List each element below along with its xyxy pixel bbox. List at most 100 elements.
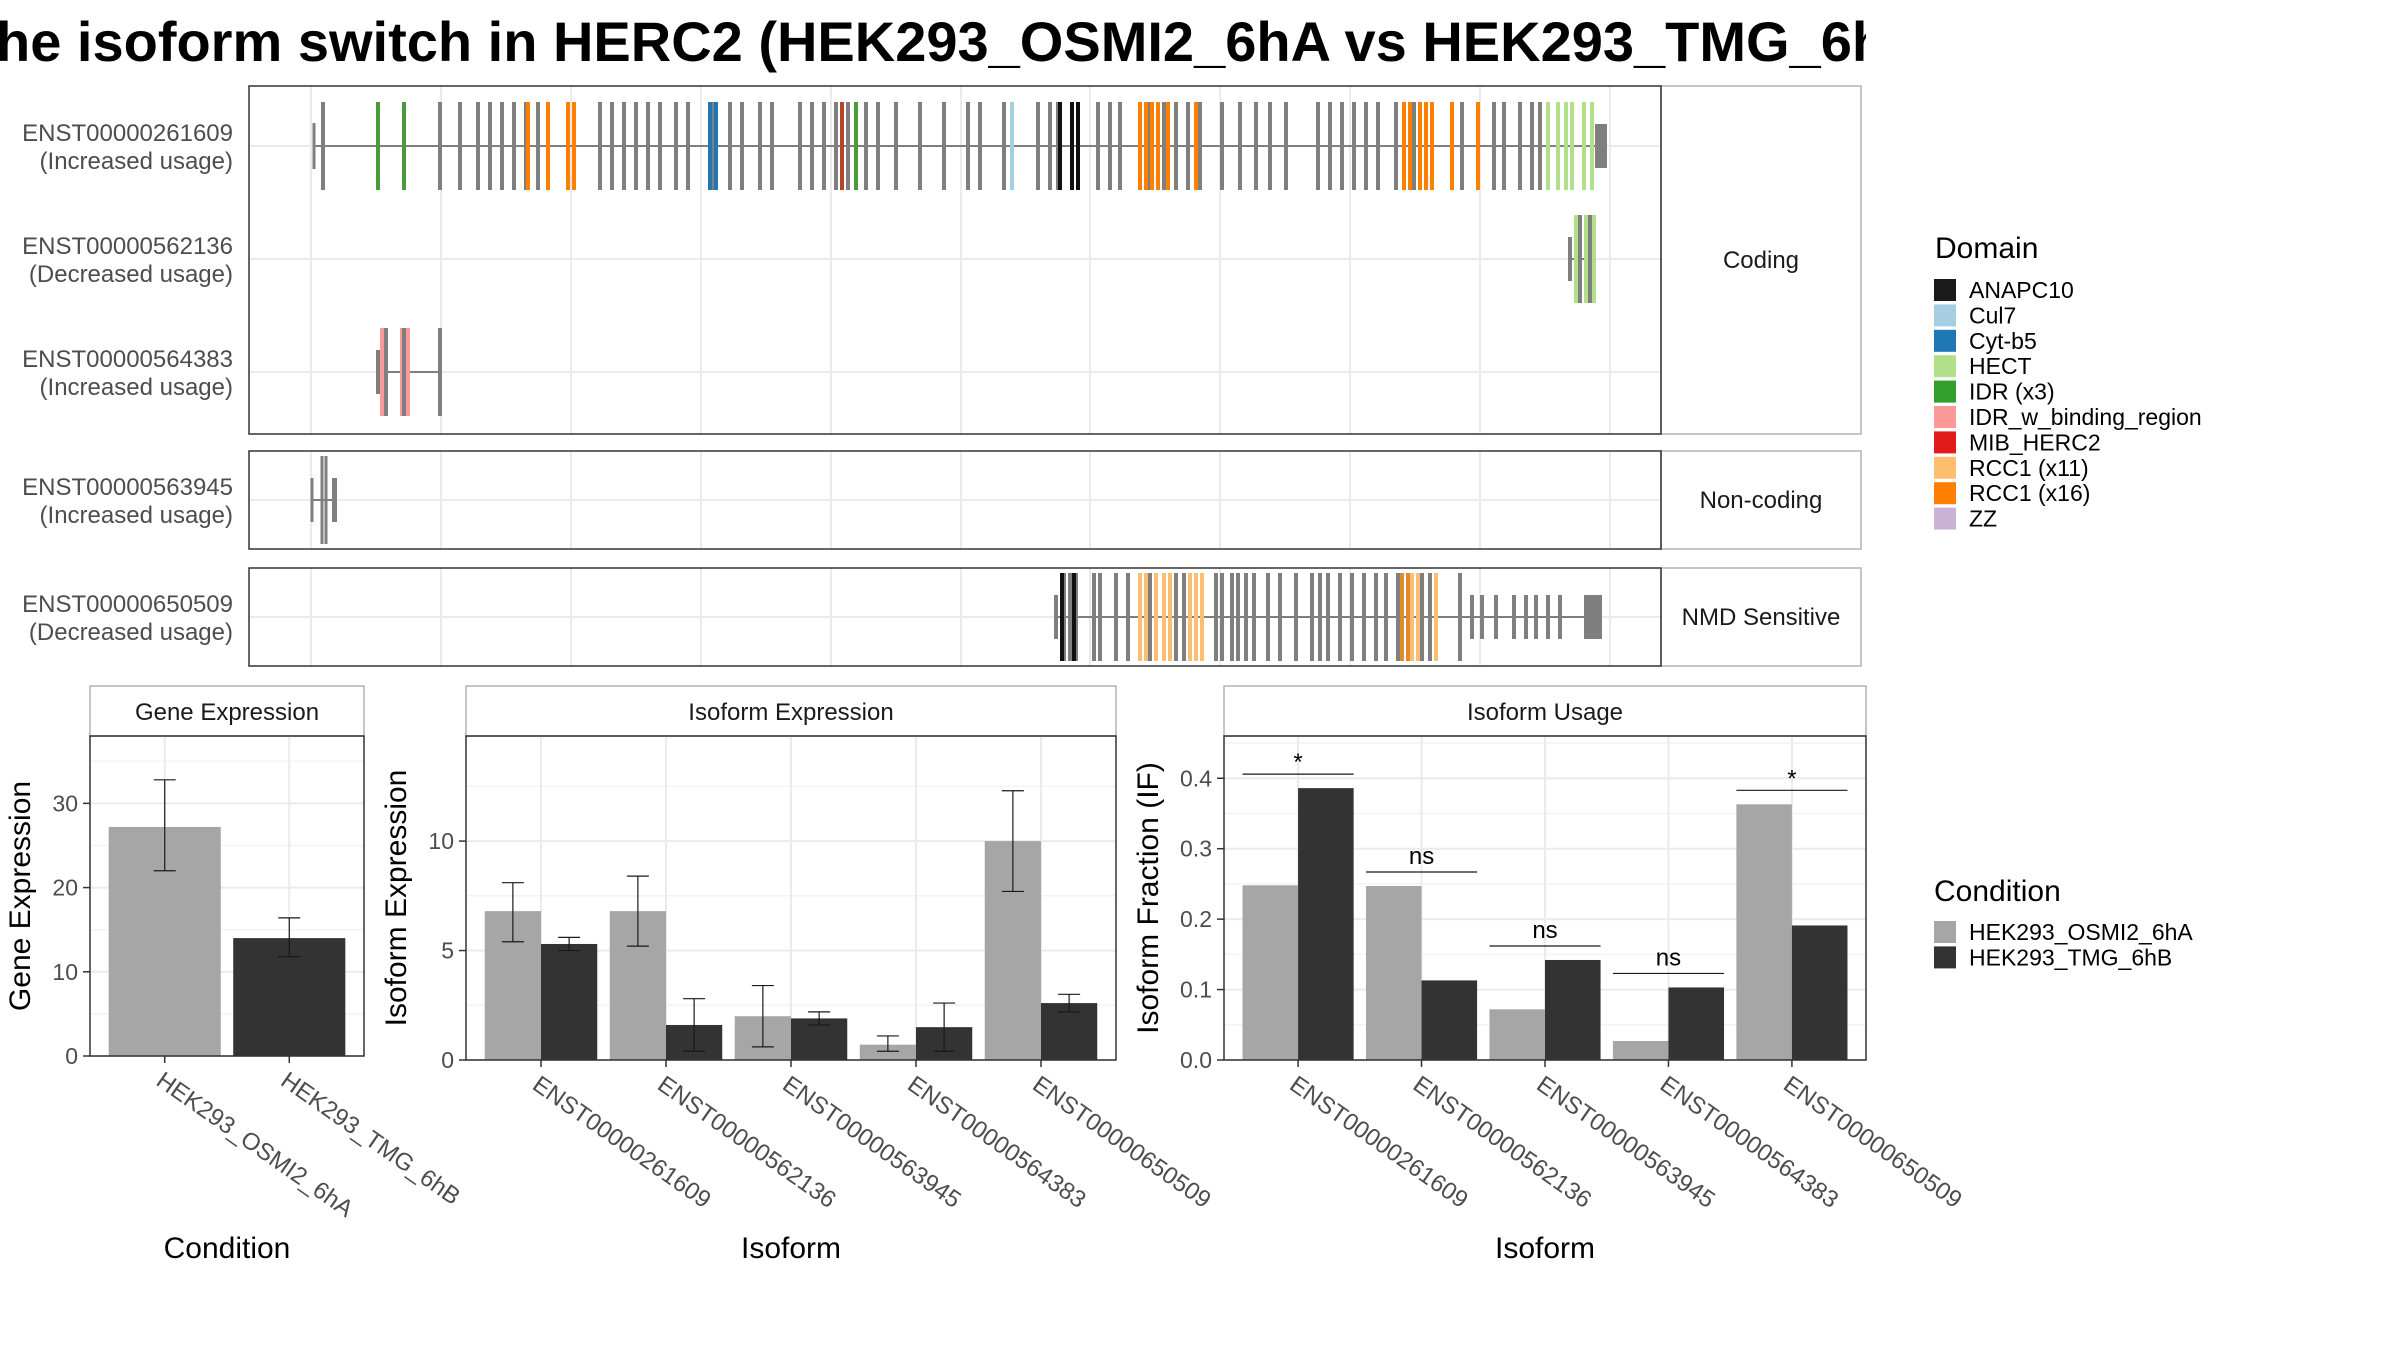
exon-mark	[1374, 573, 1378, 661]
exon-mark	[1048, 102, 1052, 190]
exon-mark	[1268, 102, 1272, 190]
exon-mark	[376, 350, 380, 394]
domain-legend-label: ANAPC10	[1969, 277, 2074, 303]
exon-mark	[402, 328, 406, 416]
structure-panel-border	[248, 567, 1662, 667]
data-bar	[1242, 885, 1299, 1060]
exon-mark	[1376, 102, 1380, 190]
data-bar	[1489, 1009, 1545, 1060]
exon-mark	[598, 102, 602, 190]
domain-legend-swatch	[1934, 482, 1956, 505]
data-bar	[859, 1044, 916, 1060]
exon-mark	[1396, 573, 1400, 661]
exon-mark	[1166, 102, 1170, 190]
exon-mark	[622, 102, 626, 190]
exon-mark	[1340, 102, 1344, 190]
data-bar	[1791, 925, 1848, 1060]
structure-panel-border	[248, 450, 1662, 550]
panel-strip-label: Non-coding	[1700, 487, 1823, 514]
exon-mark	[1400, 573, 1404, 661]
significance-label: ns	[1656, 944, 1681, 971]
facet-strip-label: Isoform Usage	[1467, 699, 1623, 726]
exon-mark	[406, 328, 410, 416]
exon-mark	[1410, 573, 1414, 661]
exon-mark	[918, 102, 922, 190]
panel-strip	[1660, 450, 1862, 550]
exon-mark	[1394, 102, 1398, 190]
y-tick-label: 20	[52, 875, 78, 901]
y-tick-label: 0.3	[1180, 836, 1212, 862]
y-axis-title: Isoform Expression	[380, 770, 413, 1027]
exon-mark	[1200, 573, 1204, 661]
x-axis-title: Condition	[164, 1232, 291, 1265]
exon-mark	[770, 102, 774, 190]
exon-mark	[1538, 102, 1542, 190]
domain-legend-swatch	[1934, 406, 1956, 428]
exon-mark	[512, 102, 516, 190]
exon-mark	[1430, 102, 1434, 190]
condition-legend-label: HEK293_OSMI2_6hA	[1969, 919, 2193, 945]
domain-legend-label: RCC1 (x16)	[1969, 480, 2090, 506]
exon-mark	[312, 123, 316, 169]
exon-mark	[894, 102, 898, 190]
data-bar	[1668, 987, 1725, 1060]
transcript-id-label: ENST00000564383	[22, 346, 233, 373]
exon-mark	[1584, 595, 1602, 639]
exon-mark	[864, 102, 868, 190]
facet-strip-label: Isoform Expression	[688, 699, 893, 726]
data-bar	[1365, 886, 1422, 1060]
exon-mark	[332, 478, 337, 522]
exon-mark	[1010, 102, 1014, 190]
domain-legend-label: MIB_HERC2	[1969, 429, 2101, 455]
significance-label: ns	[1409, 843, 1434, 870]
exon-mark	[1144, 102, 1148, 190]
y-tick-label: 0	[441, 1047, 454, 1073]
structure-panel-border	[248, 85, 1662, 435]
exon-mark	[840, 102, 844, 190]
exon-mark	[1584, 215, 1588, 303]
domain-legend-swatch	[1934, 380, 1956, 403]
exon-mark	[1588, 215, 1592, 303]
exon-mark	[1162, 573, 1166, 661]
panel-strip-label: NMD Sensitive	[1682, 604, 1841, 631]
exon-mark	[1072, 573, 1076, 661]
significance-label: ns	[1532, 917, 1557, 944]
exon-mark	[1582, 102, 1586, 190]
domain-legend-label: ZZ	[1969, 506, 1997, 532]
exon-mark	[1480, 595, 1484, 639]
exon-mark	[1460, 102, 1464, 190]
plot-border	[465, 735, 1117, 1061]
exon-mark	[1578, 215, 1582, 303]
domain-legend-swatch	[1934, 507, 1956, 530]
exon-mark	[1174, 573, 1178, 661]
exon-mark	[526, 102, 530, 190]
exon-mark	[1428, 573, 1432, 661]
domain-legend-swatch	[1934, 279, 1956, 301]
exon-mark	[1546, 595, 1550, 639]
exon-mark	[1458, 573, 1462, 661]
plot-border	[89, 735, 365, 1057]
exon-mark	[714, 102, 718, 190]
exon-mark	[1154, 573, 1158, 661]
exon-mark	[1492, 102, 1496, 190]
exon-mark	[1328, 102, 1332, 190]
exon-mark	[740, 102, 744, 190]
exon-mark	[1214, 573, 1218, 661]
condition-legend-swatch	[1934, 946, 1956, 969]
data-bar	[1612, 1040, 1669, 1060]
transcript-id-label: ENST00000650509	[22, 591, 233, 618]
exon-mark	[1114, 573, 1118, 661]
exon-mark	[1362, 573, 1366, 661]
facet-strip-label: Gene Expression	[135, 699, 319, 726]
exon-mark	[1570, 102, 1574, 190]
exon-mark	[1148, 573, 1152, 661]
exon-mark	[686, 102, 690, 190]
panel-strip	[1660, 567, 1862, 667]
exon-mark	[728, 102, 732, 190]
x-axis-title: Isoform	[1495, 1232, 1595, 1265]
y-tick-label: 0.0	[1180, 1047, 1212, 1073]
domain-legend-label: RCC1 (x11)	[1969, 455, 2089, 481]
panel-strip	[1660, 85, 1862, 435]
